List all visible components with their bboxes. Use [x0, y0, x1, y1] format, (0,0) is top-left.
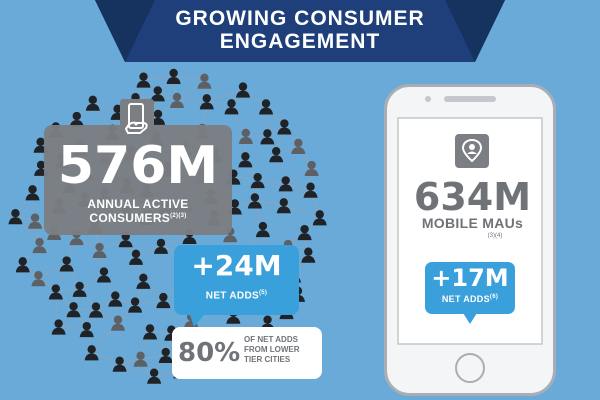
mobile-net-adds-value: +17M: [431, 264, 509, 292]
consumers-label: CONSUMERS(2)(3): [52, 211, 224, 225]
mobile-net-adds-footnote: (6): [489, 294, 499, 300]
person-icon: [51, 319, 66, 335]
person-icon: [79, 321, 94, 338]
lower-tier-cities-card: [172, 327, 322, 379]
net-adds-card: [174, 245, 299, 315]
title-line-2: ENGAGEMENT: [219, 30, 381, 53]
person-icon: [32, 237, 47, 254]
lower-tier-percent: 80%: [178, 338, 241, 368]
person-icon: [199, 94, 214, 110]
person-icon: [297, 224, 312, 241]
person-icon: [156, 292, 171, 309]
person-icon: [247, 193, 262, 209]
net-adds-value: +24M: [191, 249, 282, 282]
person-icon: [312, 210, 327, 226]
person-icon: [108, 291, 123, 307]
lower-tier-line-2: FROM LOWER: [244, 345, 300, 354]
person-icon: [238, 152, 253, 168]
person-icon: [112, 356, 127, 372]
person-icon: [278, 176, 293, 192]
person-icon: [255, 221, 270, 238]
phone-hand-icon: [120, 99, 154, 137]
person-icon: [28, 213, 43, 229]
person-icon: [88, 302, 103, 318]
person-icon: [92, 242, 107, 259]
annual-active-label: ANNUAL ACTIVE: [87, 197, 189, 211]
annual-active-consumers-value: 576M: [57, 136, 219, 196]
person-icon: [72, 281, 87, 297]
mobile-net-adds-label-text: NET ADDS: [441, 294, 490, 304]
person-icon: [25, 185, 40, 201]
person-icon: [136, 273, 151, 289]
lower-tier-description: OF NET ADDS FROM LOWER TIER CITIES: [244, 335, 320, 365]
person-icon: [169, 92, 184, 108]
person-icon: [85, 95, 100, 111]
person-icon: [110, 315, 125, 331]
person-icon: [133, 351, 148, 367]
person-icon: [158, 347, 173, 364]
person-icon: [96, 267, 111, 283]
person-icon: [142, 324, 157, 340]
person-icon: [276, 198, 291, 214]
net-adds-label: NET ADDS(5): [174, 290, 299, 301]
annual-active-consumers-card: [44, 125, 232, 235]
mobile-maus-footnote: (3)(4): [487, 233, 503, 239]
person-icon: [151, 109, 166, 125]
lower-tier-line-3: TIER CITIES: [244, 355, 291, 364]
page-title: GROWING CONSUMER ENGAGEMENT: [0, 7, 600, 53]
net-adds-footnote: (5): [258, 290, 268, 296]
person-icon: [304, 160, 319, 177]
lower-tier-line-1: OF NET ADDS: [244, 335, 298, 344]
consumers-label-text: CONSUMERS: [89, 211, 171, 225]
title-line-1: GROWING CONSUMER: [175, 7, 425, 30]
person-icon: [136, 72, 151, 88]
person-icon: [260, 129, 275, 145]
mobile-maus-value: 634M: [413, 175, 532, 219]
person-icon: [277, 119, 292, 135]
person-icon: [238, 128, 253, 144]
title-banner: [95, 0, 505, 62]
person-icon: [66, 302, 81, 318]
person-icon: [8, 208, 23, 225]
person-icon: [291, 138, 306, 154]
person-icon: [197, 73, 212, 89]
person-icon: [48, 284, 63, 300]
person-icon: [128, 297, 143, 313]
mobile-net-adds-bubble: [425, 262, 515, 324]
person-icon: [301, 247, 316, 263]
person-icon: [303, 182, 318, 198]
user-location-icon: [455, 134, 489, 168]
person-icon: [153, 238, 168, 254]
person-icon: [259, 99, 274, 115]
net-adds-card-pointer: [190, 315, 204, 327]
mobile-maus-label: MOBILE MAUs: [421, 215, 524, 231]
person-icon: [147, 368, 162, 384]
person-icon: [250, 172, 265, 189]
person-icon: [235, 82, 250, 98]
person-icon: [31, 271, 46, 287]
person-icon: [269, 147, 284, 163]
person-icon: [59, 256, 74, 272]
mobile-net-adds-label: NET ADDS(6): [425, 294, 515, 304]
smartphone-graphic: [384, 84, 556, 396]
person-icon: [224, 99, 239, 115]
net-adds-label-text: NET ADDS: [205, 290, 259, 302]
consumers-footnote: (2)(3): [170, 213, 187, 219]
person-icon: [84, 345, 99, 361]
person-icon: [128, 249, 143, 265]
person-icon: [150, 86, 165, 102]
person-icon: [15, 257, 30, 273]
person-icon: [166, 68, 181, 85]
